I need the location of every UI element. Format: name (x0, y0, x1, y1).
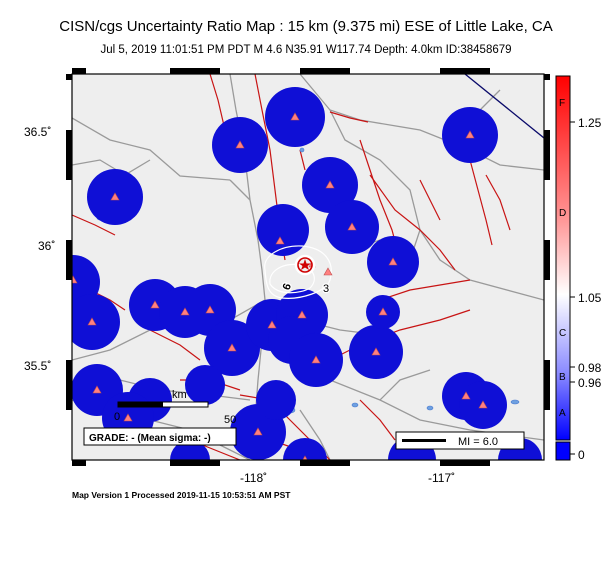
grade-label: GRADE: - (Mean sigma: -) (89, 433, 211, 444)
scale-bar: km 0 50 (114, 389, 236, 426)
lat-label-36: 36˚ (38, 239, 55, 253)
lat-label-36-5: 36.5˚ (24, 125, 51, 139)
grade-letter-f: F (559, 98, 565, 109)
map-title: CISN/cgs Uncertainty Ratio Map : 15 km (… (59, 18, 553, 35)
grade-letter-a: A (559, 408, 566, 419)
scale-unit: km (172, 389, 187, 401)
state-border (464, 74, 544, 139)
map-area: 6 3 km 0 50 GRADE: - (Mean sigma: -) MI … (72, 74, 544, 460)
contour-label-3: 3 (323, 283, 329, 295)
colorbar: 1.25 1.05 0.98 0.96 0 F D C B A (555, 75, 602, 462)
grade-box: GRADE: - (Mean sigma: -) (83, 427, 237, 446)
scale-end: 50 (224, 414, 236, 426)
scale-start: 0 (114, 411, 120, 423)
colorbar-value-1-25: 1.25 (578, 116, 602, 130)
colorbar-value-0-96: 0.96 (578, 376, 602, 390)
lat-label-35-5: 35.5˚ (24, 359, 51, 373)
frame-ticks (66, 68, 550, 466)
event-subtitle: Jul 5, 2019 11:01:51 PM PDT M 4.6 N35.91… (100, 44, 512, 56)
colorbar-value-1-05: 1.05 (578, 291, 602, 305)
lon-label-117: -117˚ (428, 471, 455, 485)
epicenter-marker (294, 254, 316, 276)
grade-letter-d: D (559, 208, 566, 219)
mi-legend-label: MI = 6.0 (458, 436, 498, 448)
intensity-contours (264, 245, 332, 299)
colorbar-value-0: 0 (578, 448, 585, 462)
colorbar-value-0-98: 0.98 (578, 361, 602, 375)
processing-footer: Map Version 1 Processed 2019-11-15 10:53… (72, 490, 291, 500)
grade-letter-c: C (559, 328, 566, 339)
lon-label-118: -118˚ (240, 471, 267, 485)
grade-letter-b: B (559, 372, 566, 383)
mi-legend: MI = 6.0 (395, 431, 525, 450)
